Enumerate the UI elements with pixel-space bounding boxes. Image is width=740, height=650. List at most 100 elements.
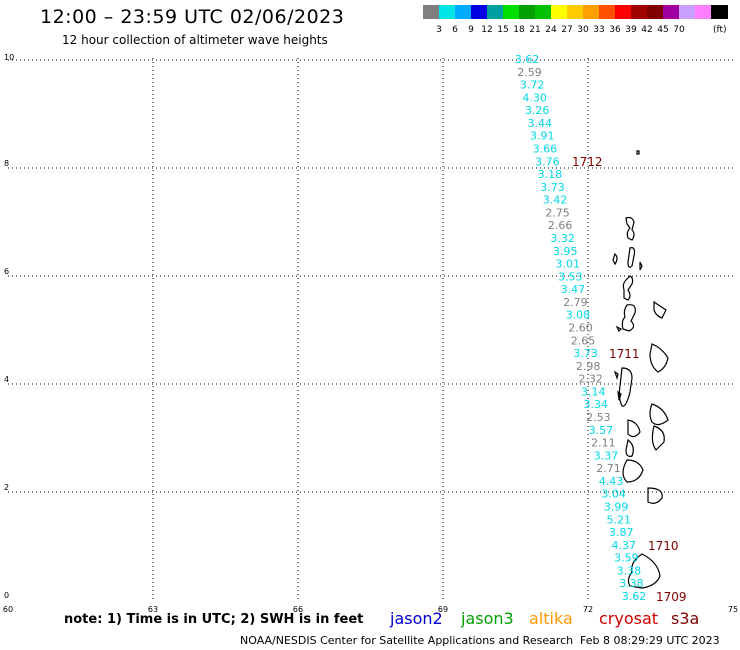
legend-label: 39 (625, 25, 637, 35)
y-tick-label: 8 (4, 159, 9, 168)
wave-height-value: 2.71 (596, 462, 621, 475)
legend-label: 9 (468, 25, 474, 35)
x-tick-label: 72 (583, 605, 593, 614)
wave-height-value: 2.65 (571, 334, 596, 347)
y-tick-label: 2 (4, 483, 9, 492)
legend-swatch (695, 5, 712, 19)
legend-label: 12 (481, 25, 493, 35)
island-outline (612, 252, 618, 266)
pass-time-label: 1711 (609, 347, 640, 361)
wave-height-value: 3.08 (566, 309, 591, 322)
pass-time-label: 1712 (572, 155, 603, 169)
legend-swatch (455, 5, 472, 19)
wave-height-value: 3.37 (594, 449, 619, 462)
legend-swatch (599, 5, 616, 19)
credit-line: NOAA/NESDIS Center for Satellite Applica… (240, 634, 574, 647)
wave-height-value: 3.62 (515, 53, 540, 66)
y-tick-label: 0 (4, 591, 9, 600)
wave-height-value: 3.32 (550, 232, 575, 245)
wave-height-value: 3.95 (553, 245, 578, 258)
satellite-s3a: s3a (671, 609, 700, 628)
island-outline (647, 487, 663, 504)
map-title: 12:00 – 23:59 UTC 02/06/2023 (40, 6, 345, 28)
island-outline (622, 275, 634, 301)
wave-height-value: 3.62 (622, 590, 647, 603)
island-outline (622, 459, 644, 483)
wave-height-value: 4.37 (612, 539, 637, 552)
legend-swatch (487, 5, 504, 19)
footer-note: note: 1) Time is in UTC; 2) SWH is in fe… (64, 612, 364, 627)
satellite-jason3: jason3 (461, 609, 514, 628)
wave-height-value: 2.11 (591, 437, 616, 450)
legend-swatch (711, 5, 728, 19)
legend-label: 18 (513, 25, 525, 35)
satellite-jason2: jason2 (390, 609, 443, 628)
wave-height-value: 3.47 (561, 283, 586, 296)
wave-height-value: 3.73 (573, 347, 598, 360)
wave-height-value: 3.04 (601, 488, 626, 501)
wave-height-value: 3.38 (617, 564, 642, 577)
island-outline (651, 425, 665, 451)
satellite-cryosat: cryosat (599, 609, 659, 628)
island-outline (621, 304, 636, 332)
legend-label: 3 (436, 25, 442, 35)
x-tick-label: 66 (293, 605, 303, 614)
wave-height-value: 5.21 (606, 513, 631, 526)
wave-height-value: 2.53 (586, 411, 611, 424)
legend-label: 36 (609, 25, 621, 35)
legend-swatch (615, 5, 632, 19)
pass-time-label: 1709 (656, 590, 687, 604)
wave-height-value: 3.18 (538, 168, 563, 181)
wave-height-value: 3.66 (533, 143, 558, 156)
legend-label: 27 (561, 25, 573, 35)
island-outline (639, 261, 643, 271)
wave-height-value: 3.53 (558, 270, 583, 283)
island-outline (617, 390, 622, 401)
y-tick-label: 4 (4, 375, 9, 384)
wave-height-value: 2.75 (545, 206, 570, 219)
legend-label: 6 (452, 25, 458, 35)
satellite-altika: altika (529, 609, 573, 628)
legend-swatch (519, 5, 536, 19)
island-outline (627, 419, 641, 438)
island-outline (627, 553, 661, 589)
wave-height-value: 3.38 (619, 577, 644, 590)
legend-swatch (647, 5, 664, 19)
maldives-coastline (612, 150, 669, 589)
wave-height-value: 2.98 (576, 360, 601, 373)
legend-swatch (423, 5, 440, 19)
legend-label: 30 (577, 25, 589, 35)
x-tick-label: 69 (438, 605, 448, 614)
wave-height-value: 3.34 (584, 398, 609, 411)
legend-label: 42 (641, 25, 653, 35)
wave-height-labels: 3.622.593.724.303.263.443.913.663.763.18… (515, 53, 687, 604)
generated-timestamp: Feb 8 08:29:29 UTC 2023 (580, 634, 720, 647)
axis-ticks: 60 63 66 69 72 75 0 2 4 6 8 10 (3, 53, 738, 614)
legend-unit: (ft) (713, 25, 727, 35)
legend-swatch (551, 5, 568, 19)
island-outline (618, 367, 633, 407)
legend-swatch (631, 5, 648, 19)
wave-height-value: 3.99 (604, 501, 629, 514)
y-tick-label: 10 (4, 53, 14, 62)
wave-height-value: 2.66 (548, 219, 573, 232)
island-outline (625, 216, 635, 241)
wave-height-value: 3.91 (530, 130, 555, 143)
wave-height-value: 3.44 (527, 117, 552, 130)
map-subtitle: 12 hour collection of altimeter wave hei… (62, 33, 328, 47)
legend-swatch (679, 5, 696, 19)
x-tick-label: 75 (728, 605, 738, 614)
island-outline (636, 150, 640, 155)
wave-height-value: 2.59 (517, 66, 542, 79)
pass-time-label: 1710 (648, 539, 679, 553)
legend-label: 21 (529, 25, 541, 35)
wave-height-value: 4.43 (599, 475, 624, 488)
legend-label: 24 (545, 25, 557, 35)
x-tick-label: 63 (148, 605, 158, 614)
legend-swatch (471, 5, 488, 19)
wave-height-value: 3.57 (589, 424, 614, 437)
island-outline (627, 247, 636, 268)
legend-label: 15 (497, 25, 509, 35)
legend-label: 45 (657, 25, 669, 35)
